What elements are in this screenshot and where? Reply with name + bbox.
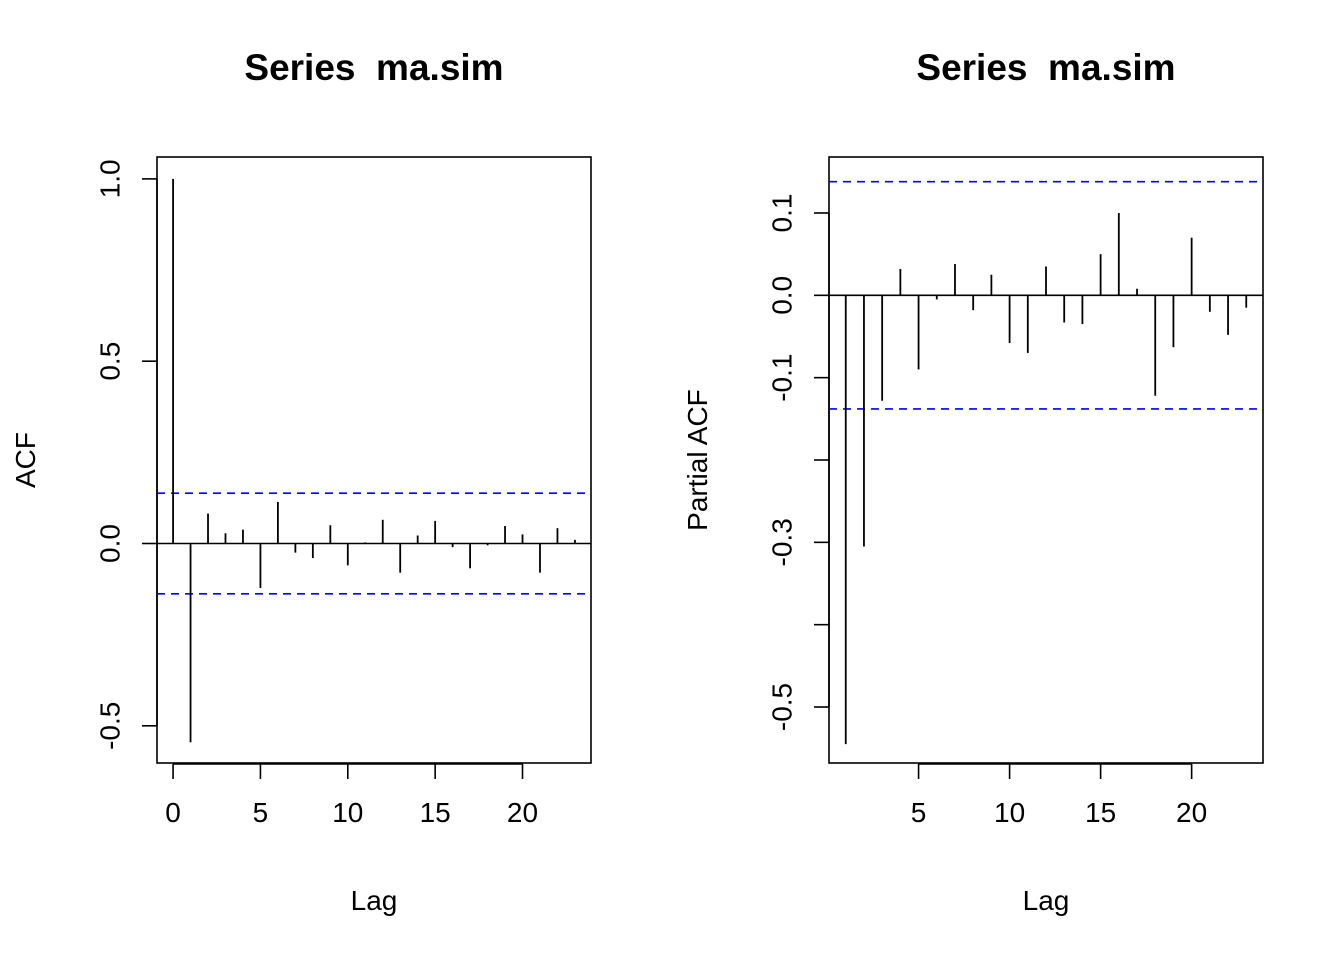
- acf-x-tick-label: 5: [253, 797, 269, 828]
- acf-axis-ticks: 0 5 10 15 20 -0.5 0.0 0.5 1.0: [95, 159, 539, 828]
- acf-y-axis-label: ACF: [10, 432, 41, 488]
- acf-x-tick-label: 20: [507, 797, 538, 828]
- pacf-y-tick-label: -0.1: [767, 354, 798, 402]
- acf-plot-frame: [156, 156, 592, 764]
- pacf-x-tick-label: 5: [911, 797, 927, 828]
- pacf-y-tick-label: 0.0: [767, 276, 798, 315]
- pacf-x-tick-label: 10: [994, 797, 1025, 828]
- acf-y-tick-label: 0.5: [95, 342, 126, 381]
- pacf-y-tick-label: 0.1: [767, 194, 798, 233]
- acf-y-tick-label: 1.0: [95, 159, 126, 198]
- acf-x-tick-label: 0: [165, 797, 181, 828]
- acf-bars: [157, 178, 591, 743]
- pacf-axis-ticks: 5 10 15 20 -0.5 -0.3 -0.1 0.0 0.1: [767, 194, 1208, 828]
- pacf-y-axis-label: Partial ACF: [682, 389, 713, 531]
- acf-x-tick-label: 10: [332, 797, 363, 828]
- acf-panel: Series ma.sim Lag ACF 0 5 10 15 20 -0.5 0.0 0.5…: [10, 47, 592, 916]
- pacf-panel: Series ma.sim Lag Partial ACF 5 10 15 20 -0.…: [682, 47, 1264, 916]
- pacf-x-tick-label: 20: [1176, 797, 1207, 828]
- acf-y-tick-label: 0.0: [95, 524, 126, 563]
- pacf-bars: [829, 180, 1263, 745]
- pacf-y-tick-label: -0.3: [767, 518, 798, 566]
- pacf-plot-frame: [828, 156, 1264, 764]
- acf-x-tick-label: 15: [420, 797, 451, 828]
- pacf-chart-title: Series ma.sim: [916, 47, 1175, 88]
- acf-x-axis-label: Lag: [351, 885, 398, 916]
- pacf-x-axis-label: Lag: [1023, 885, 1070, 916]
- pacf-y-tick-label: -0.5: [767, 683, 798, 731]
- acf-y-tick-label: -0.5: [95, 702, 126, 750]
- acf-chart-title: Series ma.sim: [244, 47, 503, 88]
- pacf-x-tick-label: 15: [1085, 797, 1116, 828]
